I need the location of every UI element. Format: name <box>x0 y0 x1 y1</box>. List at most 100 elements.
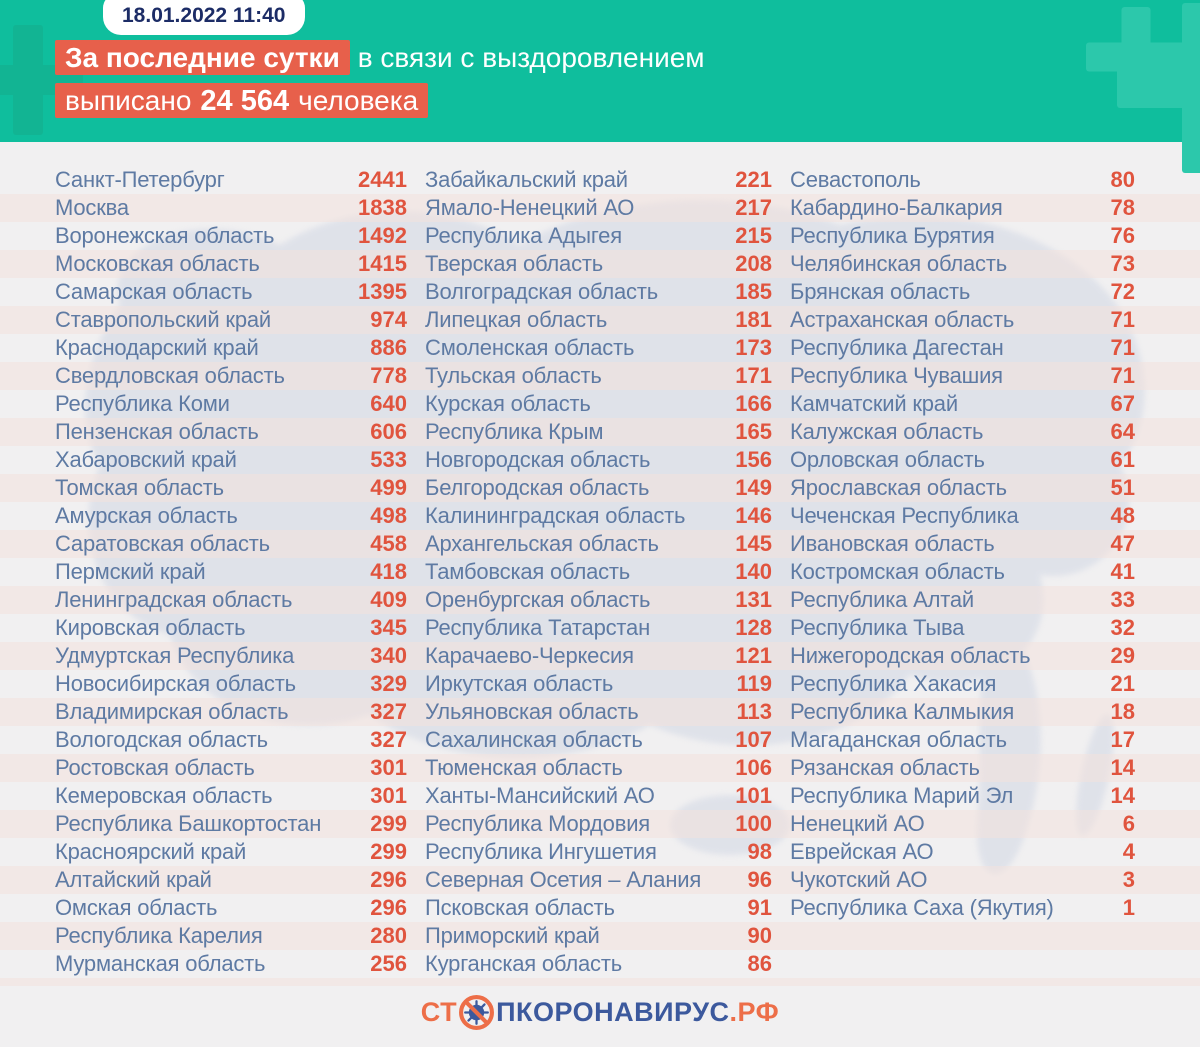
region-name: Астраханская область <box>790 307 1015 332</box>
region-name: Северная Осетия – Алания <box>425 867 702 892</box>
region-name: Республика Бурятия <box>790 223 995 248</box>
plus-icon <box>1117 3 1200 173</box>
region-row: Архангельская область 145 <box>425 530 772 558</box>
region-value: 409 <box>370 587 407 612</box>
region-value: 48 <box>1110 503 1135 528</box>
region-name: Республика Карелия <box>55 923 263 948</box>
region-name: Ростовская область <box>55 755 255 780</box>
region-name: Самарская область <box>55 279 253 304</box>
region-row: Республика Бурятия 76 <box>790 222 1135 250</box>
region-row: Республика Калмыкия 18 <box>790 698 1135 726</box>
headline-discharged: выписано 24 564 человека <box>55 83 429 118</box>
region-value: 90 <box>747 923 772 948</box>
logo-prefix: СТ <box>420 997 458 1027</box>
region-row: Кемеровская область 301 <box>55 782 407 810</box>
date-text: 18.01.2022 11:40 <box>122 4 286 27</box>
region-row: Удмуртская Республика 340 <box>55 642 407 670</box>
region-value: 29 <box>1110 643 1135 668</box>
region-row: Республика Ингушетия 98 <box>425 838 772 866</box>
region-row: Брянская область 72 <box>790 278 1135 306</box>
region-row: Москва 1838 <box>55 194 407 222</box>
region-name: Московская область <box>55 251 260 276</box>
region-value: 499 <box>370 475 407 500</box>
region-row: Смоленская область 173 <box>425 334 772 362</box>
region-value: 98 <box>747 839 772 864</box>
region-row: Забайкальский край 221 <box>425 166 772 194</box>
region-value: 17 <box>1110 727 1135 752</box>
region-name: Карачаево-Черкесия <box>425 643 634 668</box>
region-row: Пензенская область 606 <box>55 418 407 446</box>
region-name: Краснодарский край <box>55 335 259 360</box>
region-row: Орловская область 61 <box>790 446 1135 474</box>
region-value: 33 <box>1110 587 1135 612</box>
region-value: 18 <box>1110 699 1135 724</box>
region-name: Омская область <box>55 895 218 920</box>
region-row: Мурманская область 256 <box>55 950 407 978</box>
region-value: 166 <box>735 391 772 416</box>
region-value: 280 <box>370 923 407 948</box>
region-name: Республика Марий Эл <box>790 783 1014 808</box>
region-name: Пензенская область <box>55 419 259 444</box>
region-row: Сахалинская область 107 <box>425 726 772 754</box>
region-value: 61 <box>1110 447 1135 472</box>
region-row: Ивановская область 47 <box>790 530 1135 558</box>
region-value: 96 <box>747 867 772 892</box>
region-row: Республика Башкортостан 299 <box>55 810 407 838</box>
region-name: Рязанская область <box>790 755 980 780</box>
discharged-suffix: человека <box>298 85 419 116</box>
region-row: Магаданская область 17 <box>790 726 1135 754</box>
region-name: Псковская область <box>425 895 615 920</box>
region-row: Республика Хакасия 21 <box>790 670 1135 698</box>
region-name: Сахалинская область <box>425 727 643 752</box>
region-row: Ростовская область 301 <box>55 754 407 782</box>
region-value: 606 <box>370 419 407 444</box>
region-value: 71 <box>1110 335 1135 360</box>
region-value: 301 <box>370 783 407 808</box>
region-name: Тульская область <box>425 363 602 388</box>
region-value: 340 <box>370 643 407 668</box>
region-row: Еврейская АО 4 <box>790 838 1135 866</box>
region-name: Еврейская АО <box>790 839 934 864</box>
region-name: Республика Адыгея <box>425 223 622 248</box>
headline: За последние сутки в связи с выздоровлени… <box>55 40 705 126</box>
region-row: Ярославская область 51 <box>790 474 1135 502</box>
region-row: Чукотский АО 3 <box>790 866 1135 894</box>
region-value: 974 <box>370 307 407 332</box>
region-name: Брянская область <box>790 279 971 304</box>
region-row: Астраханская область 71 <box>790 306 1135 334</box>
region-row: Северная Осетия – Алания 96 <box>425 866 772 894</box>
region-value: 329 <box>370 671 407 696</box>
region-value: 299 <box>370 839 407 864</box>
region-value: 185 <box>735 279 772 304</box>
region-row: Красноярский край 299 <box>55 838 407 866</box>
logo-suffix: .РФ <box>729 997 780 1027</box>
region-row: Республика Тыва 32 <box>790 614 1135 642</box>
region-row: Республика Саха (Якутия) 1 <box>790 894 1135 922</box>
region-value: 32 <box>1110 615 1135 640</box>
stopcoronavirus-logo: СТ ПКОРОНАВИРУС .РФ <box>421 994 779 1031</box>
region-row: Оренбургская область 131 <box>425 586 772 614</box>
region-value: 107 <box>735 727 772 752</box>
region-row: Калининградская область 146 <box>425 502 772 530</box>
region-name: Челябинская область <box>790 251 1007 276</box>
region-value: 100 <box>735 811 772 836</box>
region-name: Республика Ингушетия <box>425 839 657 864</box>
region-row: Липецкая область 181 <box>425 306 772 334</box>
region-name: Чеченская Республика <box>790 503 1019 528</box>
region-row: Кировская область 345 <box>55 614 407 642</box>
region-row: Ставропольский край 974 <box>55 306 407 334</box>
region-row: Костромская область 41 <box>790 558 1135 586</box>
region-value: 181 <box>735 307 772 332</box>
region-value: 73 <box>1110 251 1135 276</box>
headline-rest: в связи с выздоровлением <box>357 42 705 73</box>
region-name: Ставропольский край <box>55 307 271 332</box>
region-name: Курганская область <box>425 951 622 976</box>
date-badge: 18.01.2022 11:40 <box>103 0 305 35</box>
region-row: Республика Крым 165 <box>425 418 772 446</box>
region-row: Иркутская область 119 <box>425 670 772 698</box>
region-value: 146 <box>735 503 772 528</box>
region-name: Кабардино-Балкария <box>790 195 1003 220</box>
region-row: Севастополь 80 <box>790 166 1135 194</box>
region-row: Самарская область 1395 <box>55 278 407 306</box>
region-name: Оренбургская область <box>425 587 651 612</box>
